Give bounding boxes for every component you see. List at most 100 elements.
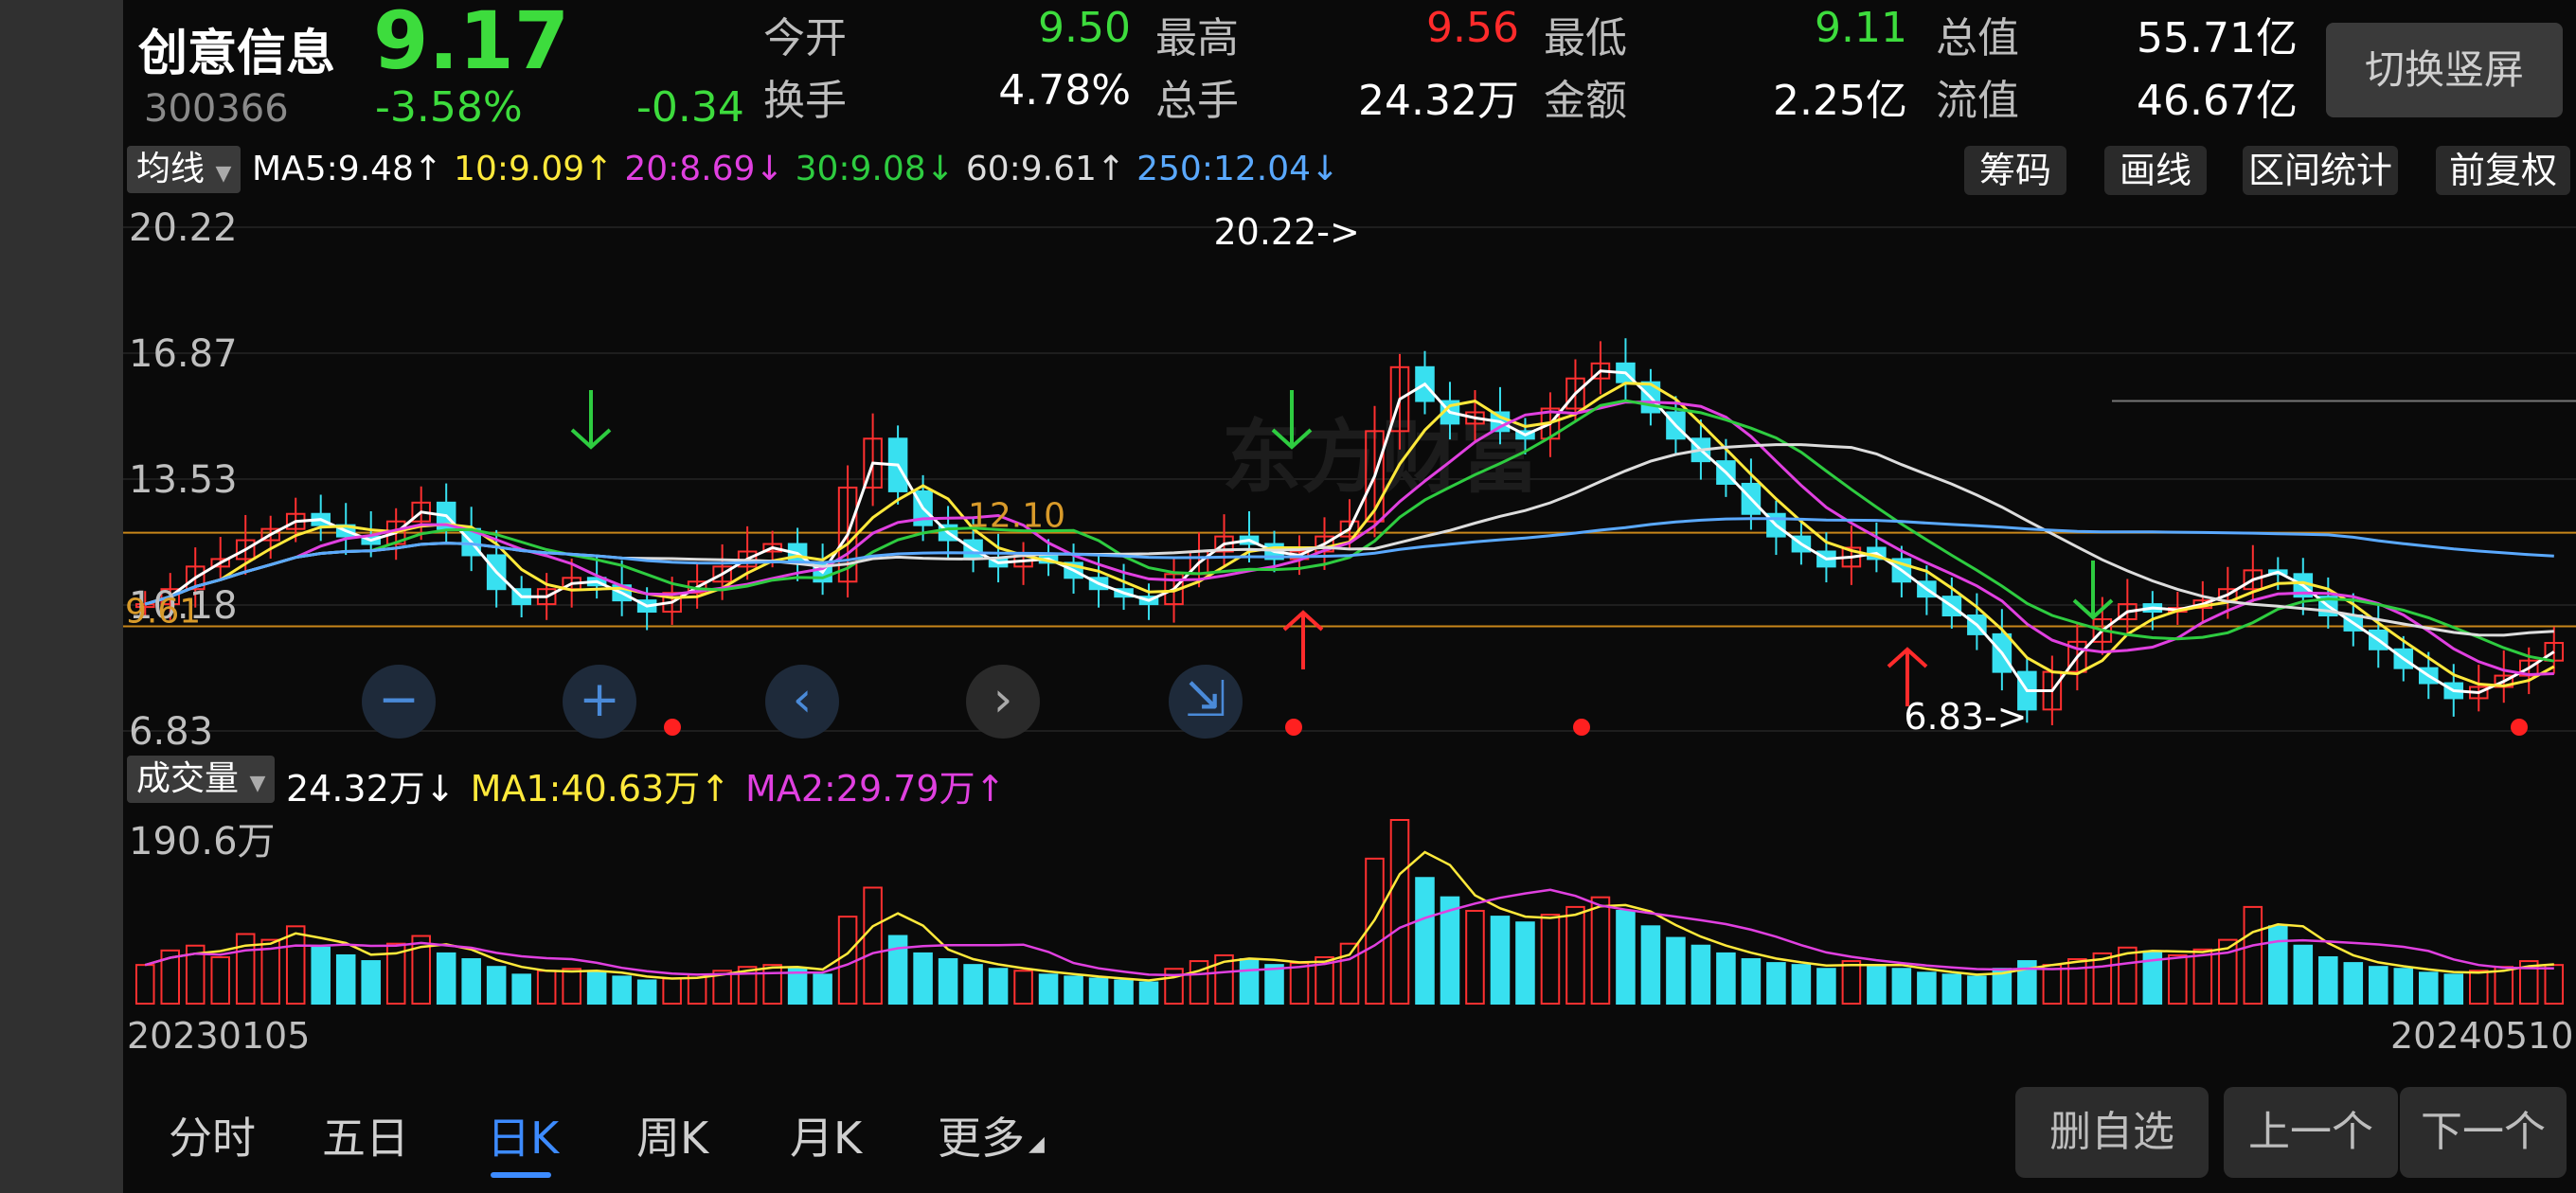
ma-legend-item: 10:9.09↑ — [454, 150, 614, 188]
volume-bar — [2419, 971, 2439, 1005]
draw-line-button[interactable]: 画线 — [2104, 146, 2207, 195]
ma-line-ma30 — [144, 399, 2555, 663]
volume-bar — [185, 944, 206, 1006]
volume-bar — [1189, 960, 1209, 1005]
volume-bar — [2168, 953, 2188, 1006]
next-stock-button[interactable]: 下一个 — [2400, 1087, 2567, 1178]
left-gutter — [0, 0, 123, 1193]
volume-bar — [837, 916, 858, 1005]
zoom-out-icon[interactable]: − — [362, 665, 436, 739]
volume-bar — [586, 971, 607, 1005]
chevron-down-icon: ▼ — [215, 162, 232, 186]
volume-bar — [2042, 964, 2063, 1006]
volume-bar — [461, 958, 481, 1006]
ma-selector[interactable]: 均线 ▼ — [127, 146, 242, 193]
tab-0[interactable]: 分时 — [169, 1113, 256, 1164]
volume-bar — [1138, 981, 1159, 1005]
signal-dot-icon — [1573, 719, 1590, 736]
tab-1[interactable]: 五日 — [322, 1113, 409, 1164]
candle-body — [1389, 365, 1410, 433]
volume-bar — [2243, 905, 2263, 1005]
level-label-mid: 12.10 — [968, 497, 1065, 536]
range-stats-button[interactable]: 区间统计 — [2243, 146, 2398, 195]
volume-bar — [887, 935, 908, 1006]
switch-portrait-button[interactable]: 切换竖屏 — [2326, 23, 2563, 117]
volume-bar — [913, 952, 933, 1005]
collapse-icon[interactable]: ⇲ — [1169, 665, 1243, 739]
volume-bar — [285, 925, 306, 1005]
volume-bar — [260, 938, 280, 1005]
volume-bar — [787, 968, 808, 1006]
change-percent: -3.58% — [375, 83, 523, 132]
stat-label: 最低 — [1544, 14, 1627, 62]
chevron-down-icon: ▼ — [249, 772, 266, 795]
volume-ma1-line — [144, 850, 2554, 982]
volume-bar — [1640, 925, 1661, 1005]
volume-bar — [1766, 962, 1786, 1005]
y-axis-label: 16.87 — [129, 332, 238, 376]
ma-line-ma250 — [144, 517, 2554, 606]
zoom-in-icon[interactable]: + — [563, 665, 636, 739]
ma-legend-item: 20:8.69↓ — [624, 150, 784, 188]
stat-label: 换手 — [763, 77, 847, 125]
volume-bar — [235, 933, 256, 1005]
ma-line-ma20 — [144, 401, 2554, 677]
volume-bar — [2369, 966, 2388, 1005]
candle-body — [210, 558, 231, 568]
volume-bar — [662, 977, 682, 1006]
tab-4[interactable]: 月K — [790, 1113, 863, 1164]
volume-bar — [2518, 960, 2539, 1005]
change-amount: -0.34 — [636, 83, 744, 132]
adjust-button[interactable]: 前复权 — [2436, 146, 2570, 195]
previous-stock-button[interactable]: 上一个 — [2224, 1087, 2398, 1178]
volume-bar — [1917, 971, 1937, 1005]
stat-label: 总手 — [1155, 77, 1239, 125]
candle-body — [235, 539, 256, 561]
volume-legend-item: 24.32万↓ — [286, 768, 456, 810]
volume-bar — [1114, 979, 1134, 1005]
scroll-right-icon[interactable]: › — [966, 665, 1040, 739]
volume-bar — [1590, 896, 1611, 1005]
volume-bar — [612, 975, 632, 1005]
active-tab-indicator — [491, 1172, 551, 1178]
start-date: 20230105 — [127, 1015, 311, 1057]
volume-bar — [2067, 958, 2087, 1006]
volume-bar — [1064, 975, 1083, 1005]
volume-bar — [2468, 970, 2489, 1005]
stock-code: 300366 — [144, 87, 289, 131]
candle-body — [712, 565, 732, 583]
volume-bar — [813, 973, 832, 1006]
tab-3[interactable]: 周K — [636, 1113, 709, 1164]
candle-body — [185, 565, 206, 591]
y-axis-label: 13.53 — [129, 458, 238, 502]
chips-button[interactable]: 筹码 — [1964, 146, 2066, 195]
ma-selector-label: 均线 — [136, 150, 206, 188]
tab-2[interactable]: 日K — [487, 1113, 560, 1164]
volume-legend: 24.32万↓ MA1:40.63万↑ MA2:29.79万↑ — [286, 759, 1020, 811]
stock-name: 创意信息 — [138, 26, 336, 82]
volume-bar — [311, 946, 331, 1005]
volume-bar — [1315, 955, 1334, 1005]
volume-bar — [1088, 977, 1109, 1006]
volume-bar — [712, 970, 732, 1005]
volume-bar — [1867, 964, 1887, 1006]
end-date: 20240510 — [2390, 1015, 2574, 1057]
volume-chart[interactable]: 190.6万 — [123, 810, 2576, 1006]
volume-bar — [436, 952, 456, 1005]
volume-bar — [2268, 925, 2288, 1005]
tab-5[interactable]: 更多 — [938, 1113, 1025, 1164]
scroll-left-icon[interactable]: ‹ — [765, 665, 839, 739]
remove-watchlist-button[interactable]: 删自选 — [2015, 1087, 2209, 1178]
volume-bar — [2293, 944, 2314, 1006]
volume-bar — [134, 964, 155, 1006]
volume-selector[interactable]: 成交量 ▼ — [127, 756, 276, 803]
volume-bar — [988, 968, 1009, 1006]
volume-bar — [335, 953, 356, 1006]
volume-bar — [411, 935, 431, 1006]
volume-bar — [2393, 968, 2414, 1006]
kline-chart[interactable]: 东方财富20.2216.8713.5310.186.8320.22->6.83-… — [123, 201, 2576, 750]
volume-bar — [2092, 952, 2113, 1005]
volume-bar — [737, 966, 758, 1005]
volume-bar — [2544, 964, 2565, 1006]
volume-bar — [2118, 946, 2138, 1005]
